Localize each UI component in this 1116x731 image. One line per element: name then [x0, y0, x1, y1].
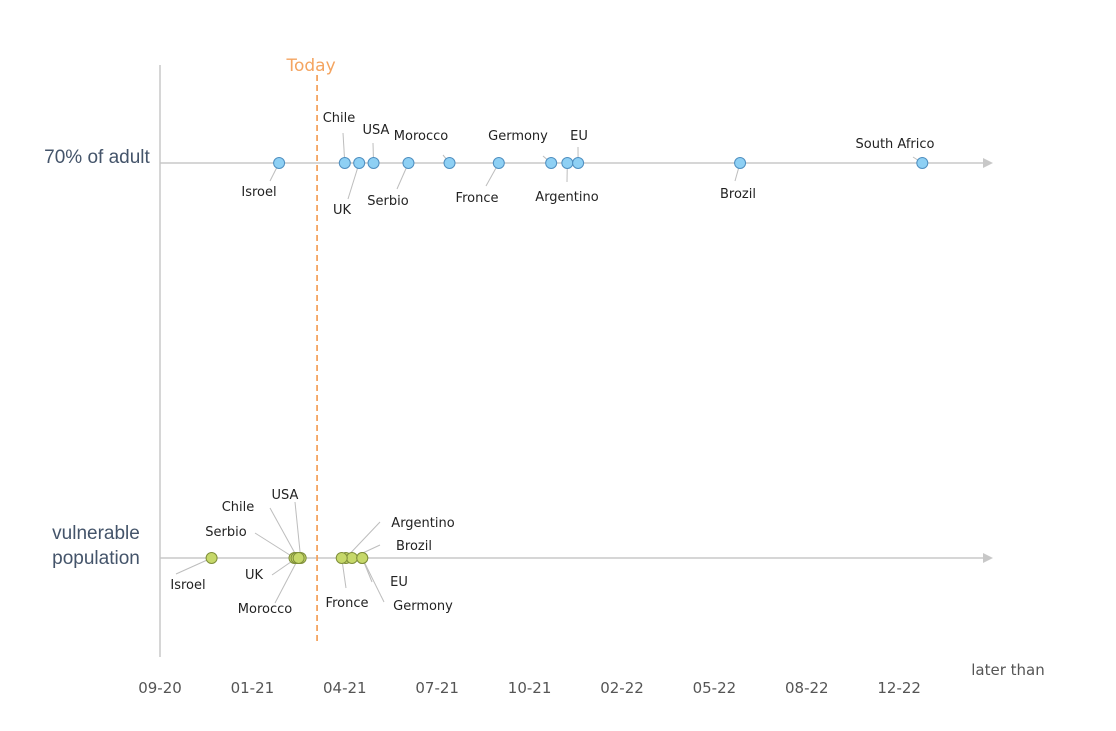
data-point — [335, 552, 348, 564]
point-label: UK — [245, 568, 264, 583]
data-point — [273, 157, 286, 169]
x-tick-label: 08-22 — [785, 679, 829, 697]
leader-line — [347, 162, 360, 200]
leader-line — [345, 521, 381, 559]
x-tick-label: 02-22 — [600, 679, 644, 697]
leader-line — [274, 557, 300, 604]
x-tick-label: 04-21 — [323, 679, 367, 697]
leader-line — [254, 532, 295, 559]
data-point — [345, 552, 358, 564]
point-label: Fronce — [456, 191, 499, 206]
point-label: Serbio — [205, 525, 246, 540]
point-label: Argentino — [391, 516, 454, 531]
leader-line — [269, 507, 299, 559]
point-label: EU — [570, 129, 588, 144]
point-label: Morocco — [238, 602, 292, 617]
data-point — [292, 552, 305, 564]
x-tick-label: 09-20 — [138, 679, 182, 697]
x-tick-label: 10-21 — [508, 679, 552, 697]
data-point — [338, 157, 351, 169]
leader-line — [294, 501, 302, 559]
data-point — [353, 157, 366, 169]
point-label: Germony — [393, 599, 453, 614]
x-tick-label: 12-22 — [877, 679, 921, 697]
point-label: Argentino — [535, 190, 598, 205]
data-point — [545, 157, 558, 169]
data-point — [916, 157, 929, 169]
data-point — [367, 157, 380, 169]
x-tick-label: 05-22 — [693, 679, 737, 697]
point-label: Chile — [323, 111, 356, 126]
point-label: UK — [333, 203, 352, 218]
point-label: USA — [272, 488, 299, 503]
today-label: Today — [285, 56, 335, 76]
row-label: 70% of adult — [44, 147, 150, 168]
arrow-head-icon — [983, 553, 993, 563]
point-label: USA — [363, 123, 390, 138]
point-label: EU — [390, 575, 408, 590]
point-label: Serbio — [367, 194, 408, 209]
x-axis-label: later than — [971, 661, 1045, 679]
data-point — [356, 552, 369, 564]
data-point — [205, 552, 218, 564]
point-label: Fronce — [326, 596, 369, 611]
row-label: vulnerable population — [52, 523, 140, 569]
data-point — [402, 157, 415, 169]
point-label: Morocco — [394, 129, 448, 144]
point-label: Isroel — [241, 185, 276, 200]
point-label: South Africo — [856, 137, 935, 152]
leader-line — [175, 557, 212, 575]
data-point — [492, 157, 505, 169]
data-point — [734, 157, 747, 169]
arrow-head-icon — [983, 158, 993, 168]
x-tick-label: 07-21 — [415, 679, 459, 697]
data-point — [443, 157, 456, 169]
point-label: Isroel — [170, 578, 205, 593]
point-label: Chile — [222, 500, 255, 515]
leader-line — [361, 557, 385, 603]
point-label: Brozil — [720, 187, 756, 202]
x-tick-label: 01-21 — [231, 679, 275, 697]
data-point — [572, 157, 585, 169]
point-label: Brozil — [396, 539, 432, 554]
data-point — [561, 157, 574, 169]
point-label: Germony — [488, 129, 548, 144]
